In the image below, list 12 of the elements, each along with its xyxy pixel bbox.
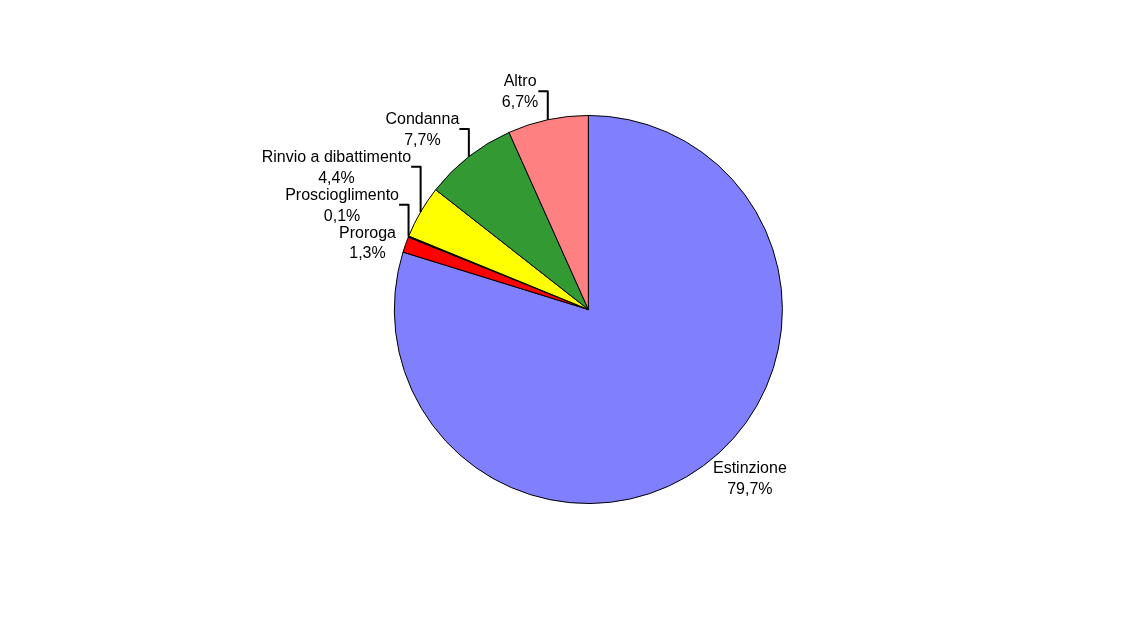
slice-label: Proscioglimento [285, 185, 400, 203]
data-label: 4,4% [318, 168, 355, 186]
data-label: 1,3% [349, 244, 386, 262]
data-label: 6,7% [501, 93, 539, 111]
data-label: 0,1% [323, 206, 361, 224]
data-label: 79,7% [727, 479, 773, 497]
slice-label: Altro [503, 72, 537, 90]
slice-label: Condanna [385, 110, 460, 128]
data-label: 7,7% [404, 130, 441, 148]
slice-label: Estinzione [712, 459, 787, 477]
slice-label: Proroga [339, 223, 397, 241]
slice-label: Rinvio a dibattimento [261, 147, 412, 165]
